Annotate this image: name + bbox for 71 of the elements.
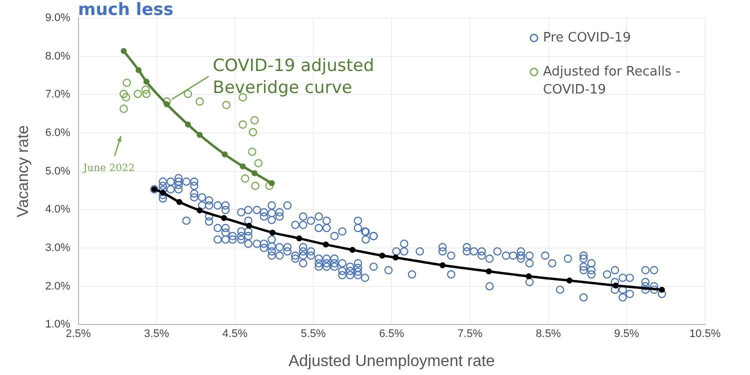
y-tick-label: 9.0% (45, 12, 70, 24)
point (238, 120, 247, 129)
y-axis-title: Vacancy rate (15, 125, 32, 218)
point (268, 180, 275, 186)
point (270, 230, 276, 236)
x-tick-label: 10.5% (689, 328, 721, 340)
point (176, 198, 182, 205)
point (658, 286, 665, 293)
point (134, 90, 142, 98)
y-tick-label: 4.0% (45, 204, 70, 216)
point (143, 78, 150, 85)
x-tick-label: 8.5% (536, 328, 562, 340)
annotation: June 2022 (82, 163, 135, 174)
x-tick-label: 2.5% (66, 328, 92, 340)
y-tick-label: 1.0% (45, 318, 70, 331)
point (252, 170, 258, 176)
y-tick-label: 7.0% (45, 88, 70, 101)
point (246, 222, 252, 229)
point (162, 97, 171, 106)
y-tick-label: 5.0% (45, 165, 70, 178)
x-tick-label: 5.5% (300, 328, 326, 340)
x-tick-label: 9.5% (614, 328, 640, 340)
point (251, 182, 260, 190)
x-tick-label: 6.5% (379, 328, 404, 340)
point (164, 101, 170, 108)
annotation: COVID-19 adjusted Beveridge curve (212, 56, 374, 98)
y-tick-label: 6.0% (45, 127, 70, 140)
point (184, 122, 191, 128)
y-tick-label: 3.0% (45, 242, 70, 254)
point (122, 78, 131, 87)
point (240, 174, 250, 183)
point (122, 93, 130, 102)
point (184, 90, 192, 98)
point (196, 132, 203, 138)
x-tick-label: 3.5% (144, 328, 170, 340)
point (392, 254, 399, 261)
point (196, 97, 204, 106)
y-tick-label: 8.0% (45, 50, 70, 62)
point (296, 235, 302, 242)
y-tick-label: 2.0% (45, 280, 70, 292)
point (526, 273, 532, 280)
point (220, 215, 227, 222)
point (254, 159, 263, 168)
point (120, 104, 128, 113)
point (265, 182, 274, 190)
point (250, 116, 259, 124)
point (120, 90, 128, 98)
point (141, 86, 150, 94)
point (566, 278, 572, 284)
legend-label: Pre COVID-19 (543, 30, 631, 46)
point (322, 242, 329, 248)
point (349, 246, 356, 253)
point (120, 48, 127, 54)
point (248, 148, 256, 156)
x-tick-label: 7.5% (457, 328, 483, 340)
point (486, 268, 492, 274)
point (222, 100, 230, 110)
point (612, 282, 619, 289)
point (196, 207, 203, 214)
chart-title: much less (78, 0, 174, 20)
x-axis-title: Adjusted Unemployment rate (288, 352, 495, 370)
point (142, 90, 151, 98)
point (136, 67, 142, 74)
point (222, 151, 228, 158)
point (440, 262, 446, 268)
point (240, 163, 246, 170)
x-tick-label: 4.5% (222, 328, 248, 340)
point (379, 252, 386, 259)
point (160, 190, 166, 196)
point (248, 128, 258, 136)
legend-label: Adjusted for Recalls - COVID-19 (543, 64, 681, 98)
